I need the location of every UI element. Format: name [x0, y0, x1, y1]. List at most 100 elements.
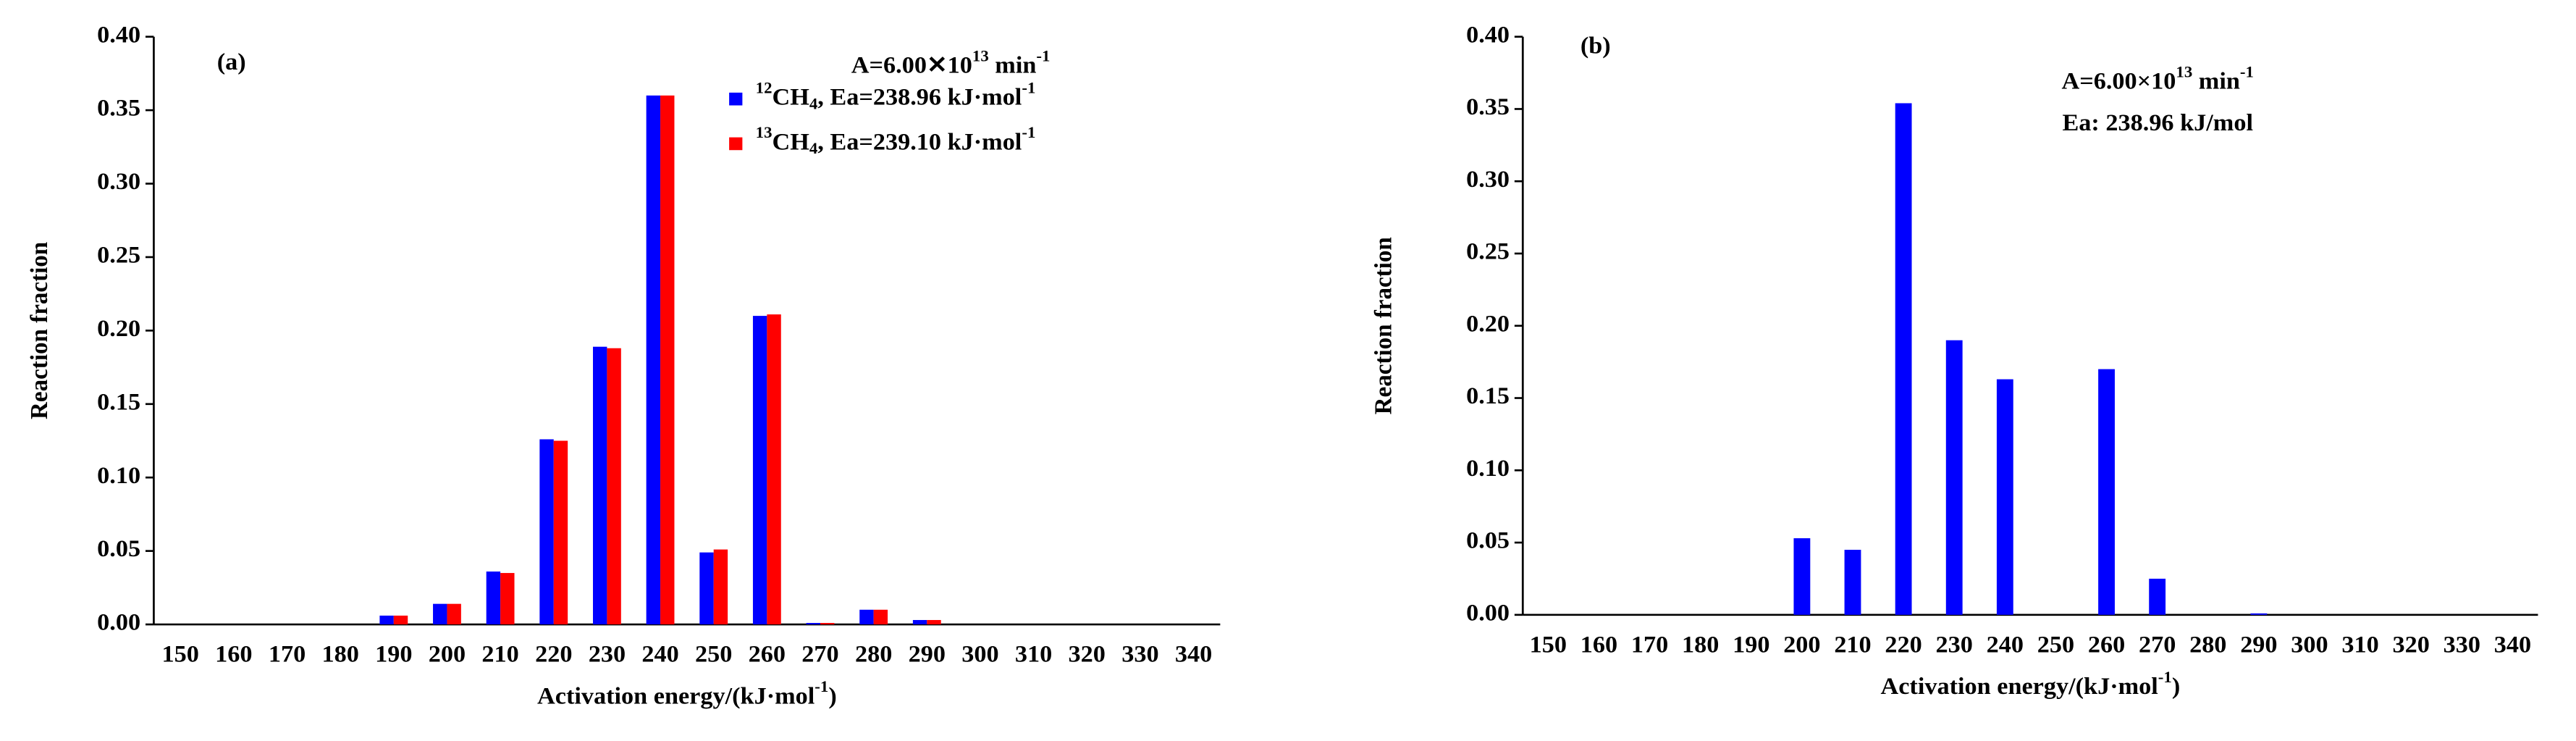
x-tick-label: 330	[2444, 632, 2480, 658]
text-part: -1	[815, 678, 828, 696]
x-tick-label: 180	[1682, 632, 1719, 658]
legend-label: 12CH4, Ea=238.96 kJ·mol-1	[756, 79, 1036, 113]
text-part: )	[828, 683, 836, 709]
y-tick-label: 0.40	[97, 22, 140, 48]
x-tick-label: 340	[2494, 632, 2531, 658]
y-tick-label: 0.15	[1466, 383, 1510, 409]
bar	[553, 440, 568, 625]
y-tick-label: 0.20	[97, 315, 140, 341]
x-tick-label: 250	[695, 641, 732, 667]
x-tick-label: 230	[589, 641, 626, 667]
x-tick-label: 270	[2139, 632, 2176, 658]
x-tick-label: 180	[321, 641, 358, 667]
x-tick-label: 200	[429, 641, 466, 667]
x-tick-label: 240	[641, 641, 678, 667]
x-tick-label: 320	[1069, 641, 1106, 667]
bar	[1793, 538, 1811, 615]
y-tick-label: 0.00	[97, 609, 140, 635]
y-tick-label: 0.35	[1466, 94, 1510, 120]
x-tick-label: 290	[2240, 632, 2277, 658]
x-tick-label: 210	[481, 641, 518, 667]
x-tick-label: 250	[2037, 632, 2074, 658]
x-tick-label: 320	[2393, 632, 2430, 658]
text-part: , Ea=239.10 kJ·mol	[817, 129, 1022, 155]
x-tick-label: 290	[909, 641, 946, 667]
y-tick-label: 0.25	[1466, 238, 1510, 264]
x-axis-label: Activation energy/(kJ·mol-1)	[537, 678, 837, 709]
x-tick-label: 260	[2088, 632, 2125, 658]
x-tick-label: 280	[2189, 632, 2226, 658]
bar	[752, 316, 767, 625]
text-part: Activation energy/(kJ·mol	[537, 683, 815, 709]
y-axis-label: Reaction fraction	[25, 242, 53, 419]
bar	[500, 573, 515, 625]
bar	[539, 439, 554, 625]
text-part: -1	[1036, 47, 1050, 65]
x-tick-label: 280	[855, 641, 892, 667]
y-tick-label: 0.05	[97, 536, 140, 562]
y-tick-label: 0.30	[1466, 166, 1510, 192]
text-part: min	[2192, 68, 2240, 94]
bar	[607, 348, 621, 625]
bar	[713, 549, 728, 625]
bar	[2098, 369, 2115, 615]
chart-title: (b)	[1580, 33, 1611, 59]
x-tick-label: 230	[1936, 632, 1973, 658]
text-part: )	[2172, 673, 2180, 699]
x-tick-label: 310	[1015, 641, 1052, 667]
text-part: , Ea=238.96 kJ·mol	[817, 84, 1022, 110]
y-tick-label: 0.10	[97, 462, 140, 488]
text-part: 13	[756, 124, 773, 142]
x-tick-label: 270	[801, 641, 838, 667]
bar	[699, 552, 714, 625]
annotation: A=6.00✕1013 min-1	[851, 47, 1051, 78]
bar	[859, 609, 874, 625]
bar	[393, 615, 408, 625]
bar	[927, 619, 941, 625]
x-tick-label: 160	[215, 641, 252, 667]
text-part: CH	[772, 84, 809, 110]
chart-title: (a)	[217, 49, 246, 75]
text-part: -1	[2158, 668, 2172, 686]
bar	[820, 623, 835, 625]
bar	[1844, 550, 1861, 615]
x-tick-label: 310	[2341, 632, 2378, 658]
bar	[447, 603, 461, 625]
x-tick-label: 340	[1175, 641, 1212, 667]
y-tick-label: 0.40	[1466, 22, 1510, 48]
x-tick-label: 150	[162, 641, 199, 667]
legend-swatch	[729, 92, 743, 106]
y-tick-label: 0.15	[97, 389, 140, 415]
y-tick-label: 0.00	[1466, 600, 1510, 626]
legend-label: 13CH4, Ea=239.10 kJ·mol-1	[756, 124, 1036, 158]
x-tick-label: 190	[1733, 632, 1769, 658]
bar	[433, 603, 447, 625]
text-part: -1	[1022, 124, 1035, 142]
bar	[646, 95, 661, 625]
x-tick-label: 330	[1121, 641, 1158, 667]
y-tick-label: 0.10	[1466, 455, 1510, 481]
y-axis-label: Reaction fraction	[1370, 237, 1397, 414]
x-tick-label: 170	[1631, 632, 1668, 658]
text-part: A=6.00✕10	[851, 52, 972, 78]
bar	[806, 623, 820, 625]
text-part: 13	[2176, 63, 2192, 81]
x-tick-label: 150	[1530, 632, 1567, 658]
x-tick-label: 210	[1834, 632, 1871, 658]
text-part: Ea: 238.96 kJ/mol	[2062, 109, 2252, 135]
y-tick-label: 0.35	[97, 95, 140, 121]
y-tick-label: 0.05	[1466, 527, 1510, 553]
bar	[767, 314, 781, 625]
x-tick-label: 220	[535, 641, 572, 667]
text-part: CH	[772, 129, 809, 155]
bar	[486, 572, 501, 625]
annotation: Ea: 238.96 kJ/mol	[2062, 109, 2252, 135]
bar	[379, 615, 394, 625]
bar	[592, 346, 607, 625]
text-part: A=6.00×10	[2062, 68, 2176, 94]
bar	[1895, 103, 1912, 615]
x-axis-label: Activation energy/(kJ·mol-1)	[1881, 668, 2181, 699]
x-tick-label: 160	[1580, 632, 1617, 658]
x-tick-label: 190	[375, 641, 412, 667]
